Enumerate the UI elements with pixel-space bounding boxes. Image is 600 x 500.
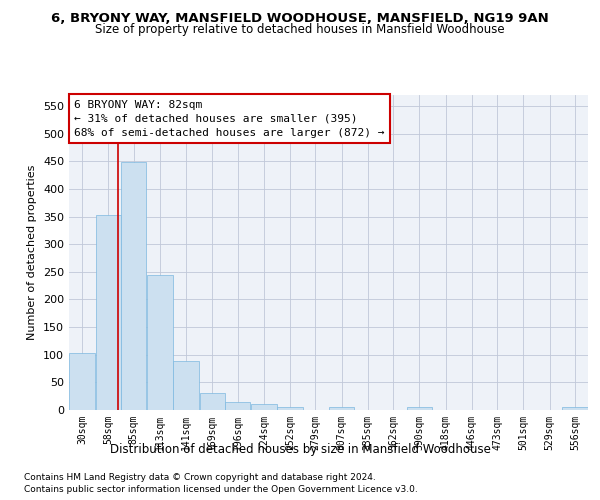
Bar xyxy=(407,406,432,410)
Bar xyxy=(70,353,95,410)
Text: Contains HM Land Registry data © Crown copyright and database right 2024.: Contains HM Land Registry data © Crown c… xyxy=(24,472,376,482)
Bar xyxy=(562,407,587,410)
Text: 6, BRYONY WAY, MANSFIELD WOODHOUSE, MANSFIELD, NG19 9AN: 6, BRYONY WAY, MANSFIELD WOODHOUSE, MANS… xyxy=(51,12,549,26)
Bar xyxy=(200,394,225,410)
Bar xyxy=(251,404,277,410)
Bar xyxy=(121,162,146,410)
Text: Contains public sector information licensed under the Open Government Licence v3: Contains public sector information licen… xyxy=(24,485,418,494)
Bar xyxy=(225,402,250,410)
Y-axis label: Number of detached properties: Number of detached properties xyxy=(28,165,37,340)
Bar xyxy=(95,215,121,410)
Bar xyxy=(329,407,354,410)
Text: 6 BRYONY WAY: 82sqm
← 31% of detached houses are smaller (395)
68% of semi-detac: 6 BRYONY WAY: 82sqm ← 31% of detached ho… xyxy=(74,100,385,138)
Text: Distribution of detached houses by size in Mansfield Woodhouse: Distribution of detached houses by size … xyxy=(110,442,490,456)
Bar xyxy=(277,406,303,410)
Bar xyxy=(173,362,199,410)
Text: Size of property relative to detached houses in Mansfield Woodhouse: Size of property relative to detached ho… xyxy=(95,23,505,36)
Bar xyxy=(147,274,173,410)
